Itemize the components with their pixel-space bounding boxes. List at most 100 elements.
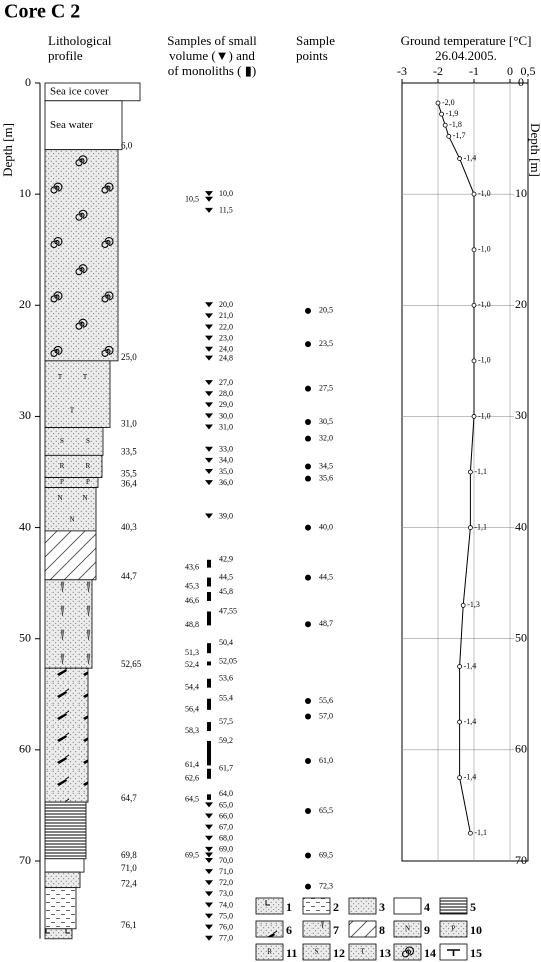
legend-symbol: S <box>315 948 319 956</box>
legend-label: 6 <box>286 923 292 937</box>
sample-point-label: 55,6 <box>319 696 333 705</box>
monolith-bottom-label: 52,4 <box>185 660 199 669</box>
temperature-label: -1,9 <box>446 109 459 118</box>
temperature-label: -1,4 <box>464 717 477 726</box>
layer-name: Sea water <box>50 119 93 131</box>
monolith <box>207 768 211 779</box>
legend-mark <box>447 949 460 956</box>
boundary-label: 31,0 <box>121 419 137 429</box>
x-tick-label: 0 <box>507 64 513 78</box>
monolith <box>207 678 211 688</box>
small-volume-sample <box>205 324 213 330</box>
monolith-top-label: 50,4 <box>219 638 233 647</box>
sample-point <box>305 524 311 531</box>
monolith-top-label: 57,5 <box>219 717 233 726</box>
spiral-symbol <box>50 345 63 357</box>
sample-label: 20,0 <box>219 300 233 309</box>
monolith-top-label: 45,8 <box>219 587 233 596</box>
monolith-top-label: 44,5 <box>219 572 233 581</box>
y-tick-label: 70 <box>515 853 527 867</box>
legend-symbol: R <box>267 948 272 956</box>
sample-point-label: 32,0 <box>319 433 333 442</box>
monolith-top-label: 55,4 <box>219 694 233 703</box>
layer <box>44 858 85 873</box>
legend-label: 15 <box>470 946 482 960</box>
y-tick-label: 30 <box>515 408 527 422</box>
small-volume-sample <box>205 196 213 202</box>
temperature-label: -1,0 <box>478 411 491 420</box>
layer <box>44 427 104 456</box>
legend-symbol: N <box>405 925 410 933</box>
sample-point-label: 40,0 <box>319 522 333 531</box>
monolith-bottom-label: 46,6 <box>185 596 199 605</box>
sample-point <box>305 418 311 425</box>
monolith <box>207 577 211 587</box>
legend-swatch <box>393 920 422 938</box>
legend-swatch <box>393 943 422 961</box>
temperature-label: -1,1 <box>474 828 487 837</box>
small-volume-sample <box>205 480 213 486</box>
column-title: of monoliths ( ▮) <box>168 63 256 78</box>
layer-name: Sea ice cover <box>50 85 109 97</box>
y-tick-label: 0 <box>25 75 31 89</box>
spiral-symbol <box>401 946 415 958</box>
sample-point <box>305 475 311 482</box>
temperature-chart: Ground temperature [°C]26.04.2005. Depth … <box>397 33 541 867</box>
temperature-point <box>446 133 452 139</box>
sample-label: 28,0 <box>219 389 233 398</box>
layer-symbol: N <box>57 494 62 502</box>
column-title: Samples of small <box>167 33 257 48</box>
temperature-point <box>435 100 441 106</box>
chart-title: Ground temperature [°C] <box>401 33 532 48</box>
sample-label: 67,0 <box>219 822 233 831</box>
boundary-label: 44,7 <box>121 571 137 581</box>
spiral-symbol <box>101 236 114 249</box>
small-volume-sample <box>205 469 213 474</box>
sample-label: 70,0 <box>219 856 233 865</box>
sample-point <box>305 574 311 581</box>
layer-symbol: R <box>60 462 65 470</box>
sample-label: 30,0 <box>219 411 233 420</box>
column-title: points <box>296 48 328 63</box>
temperature-label: -1,4 <box>464 661 477 670</box>
small-volume-sample <box>205 835 213 841</box>
monolith-top-label: 42,9 <box>219 555 233 564</box>
monolith-bottom-label: 61,4 <box>185 760 199 769</box>
legend-swatch <box>439 897 468 915</box>
sample-label: 24,0 <box>219 345 233 354</box>
sample-label: 24,8 <box>219 353 233 362</box>
monolith-bottom-label: 56,4 <box>185 705 199 714</box>
small-volume-sample <box>205 207 213 213</box>
sample-label: 68,0 <box>219 834 233 843</box>
sample-point-label: 34,5 <box>319 461 333 470</box>
sample-label: 71,0 <box>219 867 233 876</box>
sample-point-label: 65,5 <box>319 806 333 815</box>
monolith-bottom-label: 64,5 <box>185 795 199 804</box>
sample-label: 66,0 <box>219 811 233 820</box>
monolith-bottom-label: 48,8 <box>185 620 199 629</box>
temperature-label: -1,0 <box>478 356 491 365</box>
spiral-symbol <box>101 291 114 303</box>
spiral-symbol <box>75 155 88 167</box>
sample-point <box>305 435 311 442</box>
y-tick-label: 50 <box>19 630 31 644</box>
sample-label: 72,0 <box>219 878 233 887</box>
column-title: Lithological <box>48 33 112 48</box>
boundary-label: 25,0 <box>121 352 137 362</box>
y-tick-label: 20 <box>515 297 527 311</box>
y-tick-label: 50 <box>515 630 527 644</box>
legend-swatch <box>439 920 468 938</box>
monolith-top-label: 61,7 <box>219 764 233 773</box>
sample-point-label: 57,0 <box>319 711 333 720</box>
legend-swatch <box>348 897 377 915</box>
sample-point-label: 30,5 <box>319 417 333 426</box>
legend-swatch <box>255 943 284 961</box>
y-tick-label: 40 <box>19 519 31 533</box>
temperature-label: -1,8 <box>449 120 462 129</box>
small-volume-sample <box>205 858 213 863</box>
small-volume-sample <box>205 935 213 941</box>
legend-label: 7 <box>333 923 339 937</box>
sample-point-label: 20,5 <box>319 306 333 315</box>
legend-swatch <box>302 920 331 938</box>
